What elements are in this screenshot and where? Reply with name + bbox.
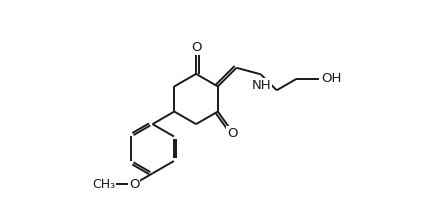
Text: O: O (191, 41, 201, 54)
Text: OH: OH (321, 72, 342, 86)
Text: O: O (227, 127, 237, 140)
Text: CH₃: CH₃ (92, 178, 115, 190)
Text: O: O (129, 178, 139, 190)
Text: NH: NH (251, 79, 271, 92)
